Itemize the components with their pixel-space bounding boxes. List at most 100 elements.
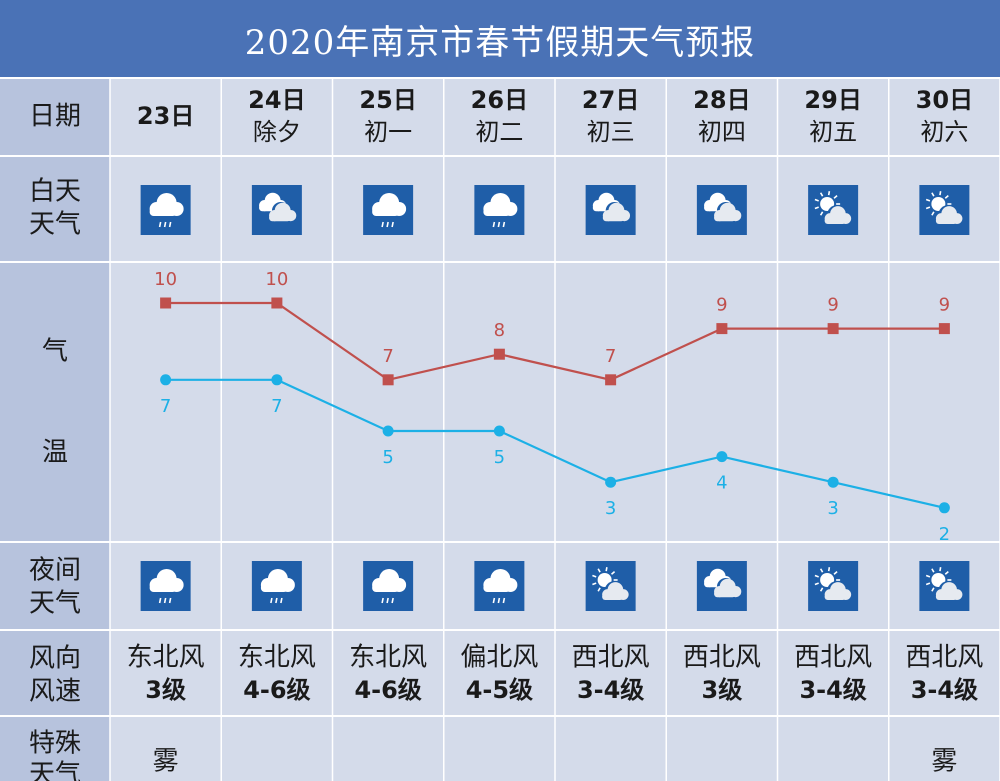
high-temp-label: 9 <box>716 295 727 316</box>
row-label-wind: 风速 <box>29 677 81 707</box>
high-temp-label: 7 <box>382 346 393 367</box>
wind-direction: 东北风 <box>349 643 427 673</box>
date-label: 28日 <box>693 86 750 114</box>
day-rain-cloud-icon <box>474 185 525 235</box>
date-label: 23日 <box>137 102 194 130</box>
page-title: 2020年南京市春节假期天气预报 <box>0 0 1000 78</box>
night-overcast-cloud-icon <box>696 561 747 611</box>
special-weather: 雾 <box>153 747 179 777</box>
low-temp-label: 3 <box>827 498 838 519</box>
wind-level: 4-6级 <box>243 676 310 704</box>
low-temp-point <box>605 476 617 488</box>
lunar-label: 初一 <box>364 118 412 146</box>
night-rain-cloud-icon <box>251 561 302 611</box>
lunar-label: 除夕 <box>253 118 301 146</box>
high-temp-label: 8 <box>494 320 505 341</box>
low-temp-label: 5 <box>494 447 505 468</box>
date-label: 24日 <box>248 86 305 114</box>
row-label-cell <box>0 630 110 716</box>
high-temp-point <box>827 323 839 335</box>
special-weather: 雾 <box>931 747 957 777</box>
low-temp-point <box>271 374 283 386</box>
high-temp-label: 10 <box>154 269 177 290</box>
high-temp-point <box>271 297 283 309</box>
night-partly-cloudy-icon <box>808 561 859 611</box>
low-temp-label: 7 <box>160 396 171 417</box>
wind-level: 3-4级 <box>911 676 978 704</box>
low-temp-point <box>827 476 839 488</box>
low-temp-point <box>160 374 172 386</box>
date-label: 26日 <box>471 86 528 114</box>
row-label-cell <box>0 716 110 781</box>
row-label-special: 特殊 <box>29 729 81 759</box>
low-temp-label: 2 <box>939 524 950 545</box>
date-label: 30日 <box>916 86 973 114</box>
low-temp-label: 5 <box>382 447 393 468</box>
day-overcast-cloud-icon <box>251 185 302 235</box>
night-partly-cloudy-icon <box>919 561 970 611</box>
wind-level: 4-5级 <box>466 676 533 704</box>
series-line <box>165 301 945 381</box>
low-temp-label: 3 <box>605 498 616 519</box>
high-temp-point <box>382 374 394 386</box>
night-rain-cloud-icon <box>140 561 191 611</box>
series-line <box>165 378 945 509</box>
wind-level: 4-6级 <box>354 676 421 704</box>
day-partly-cloudy-icon <box>808 185 859 235</box>
wind-direction: 偏北风 <box>460 643 538 673</box>
wind-direction: 东北风 <box>127 643 205 673</box>
high-temp-label: 9 <box>827 295 838 316</box>
row-label-temp: 温 <box>42 438 68 468</box>
wind-level: 3-4级 <box>799 676 866 704</box>
row-label-date: 日期 <box>29 102 81 132</box>
low-temp-label: 4 <box>716 473 727 494</box>
day-rain-cloud-icon <box>363 185 414 235</box>
low-temp-point <box>382 425 394 437</box>
night-rain-cloud-icon <box>474 561 525 611</box>
low-temp-label: 7 <box>271 396 282 417</box>
row-label-night-weather: 天气 <box>29 589 81 619</box>
night-rain-cloud-icon <box>363 561 414 611</box>
row-label-cell <box>0 262 110 542</box>
date-label: 25日 <box>359 86 416 114</box>
wind-direction: 东北风 <box>238 643 316 673</box>
high-temp-label: 10 <box>265 269 288 290</box>
date-label: 29日 <box>804 86 861 114</box>
wind-level: 3级 <box>702 676 743 704</box>
row-label-temp: 气 <box>42 337 68 367</box>
low-temp-point <box>493 425 505 437</box>
low-temp-point <box>716 451 728 463</box>
row-label-cell <box>0 78 110 156</box>
wind-level: 3级 <box>145 676 186 704</box>
row-label-cell <box>0 542 110 630</box>
lunar-label: 初三 <box>587 118 635 146</box>
day-overcast-cloud-icon <box>585 185 636 235</box>
wind-direction: 西北风 <box>794 643 872 673</box>
high-temp-label: 9 <box>939 295 950 316</box>
row-label-night-weather: 夜间 <box>29 556 81 586</box>
low-temp-point <box>938 502 950 514</box>
row-label-wind: 风向 <box>29 644 81 674</box>
high-temp-label: 7 <box>605 346 616 367</box>
high-temp-point <box>160 297 172 309</box>
day-rain-cloud-icon <box>140 185 191 235</box>
lunar-label: 初四 <box>698 118 746 146</box>
day-partly-cloudy-icon <box>919 185 970 235</box>
date-label: 27日 <box>582 86 639 114</box>
day-overcast-cloud-icon <box>696 185 747 235</box>
night-partly-cloudy-icon <box>585 561 636 611</box>
high-temp-point <box>493 348 505 360</box>
wind-direction: 西北风 <box>905 643 983 673</box>
row-label-day-weather: 白天 <box>29 177 81 207</box>
high-temp-point <box>716 323 728 335</box>
row-label-day-weather: 天气 <box>29 210 81 240</box>
wind-level: 3-4级 <box>577 676 644 704</box>
lunar-label: 初二 <box>475 118 523 146</box>
high-temp-point <box>605 374 617 386</box>
wind-direction: 西北风 <box>572 643 650 673</box>
wind-direction: 西北风 <box>683 643 761 673</box>
high-temp-point <box>938 323 950 335</box>
row-label-cell <box>0 156 110 262</box>
